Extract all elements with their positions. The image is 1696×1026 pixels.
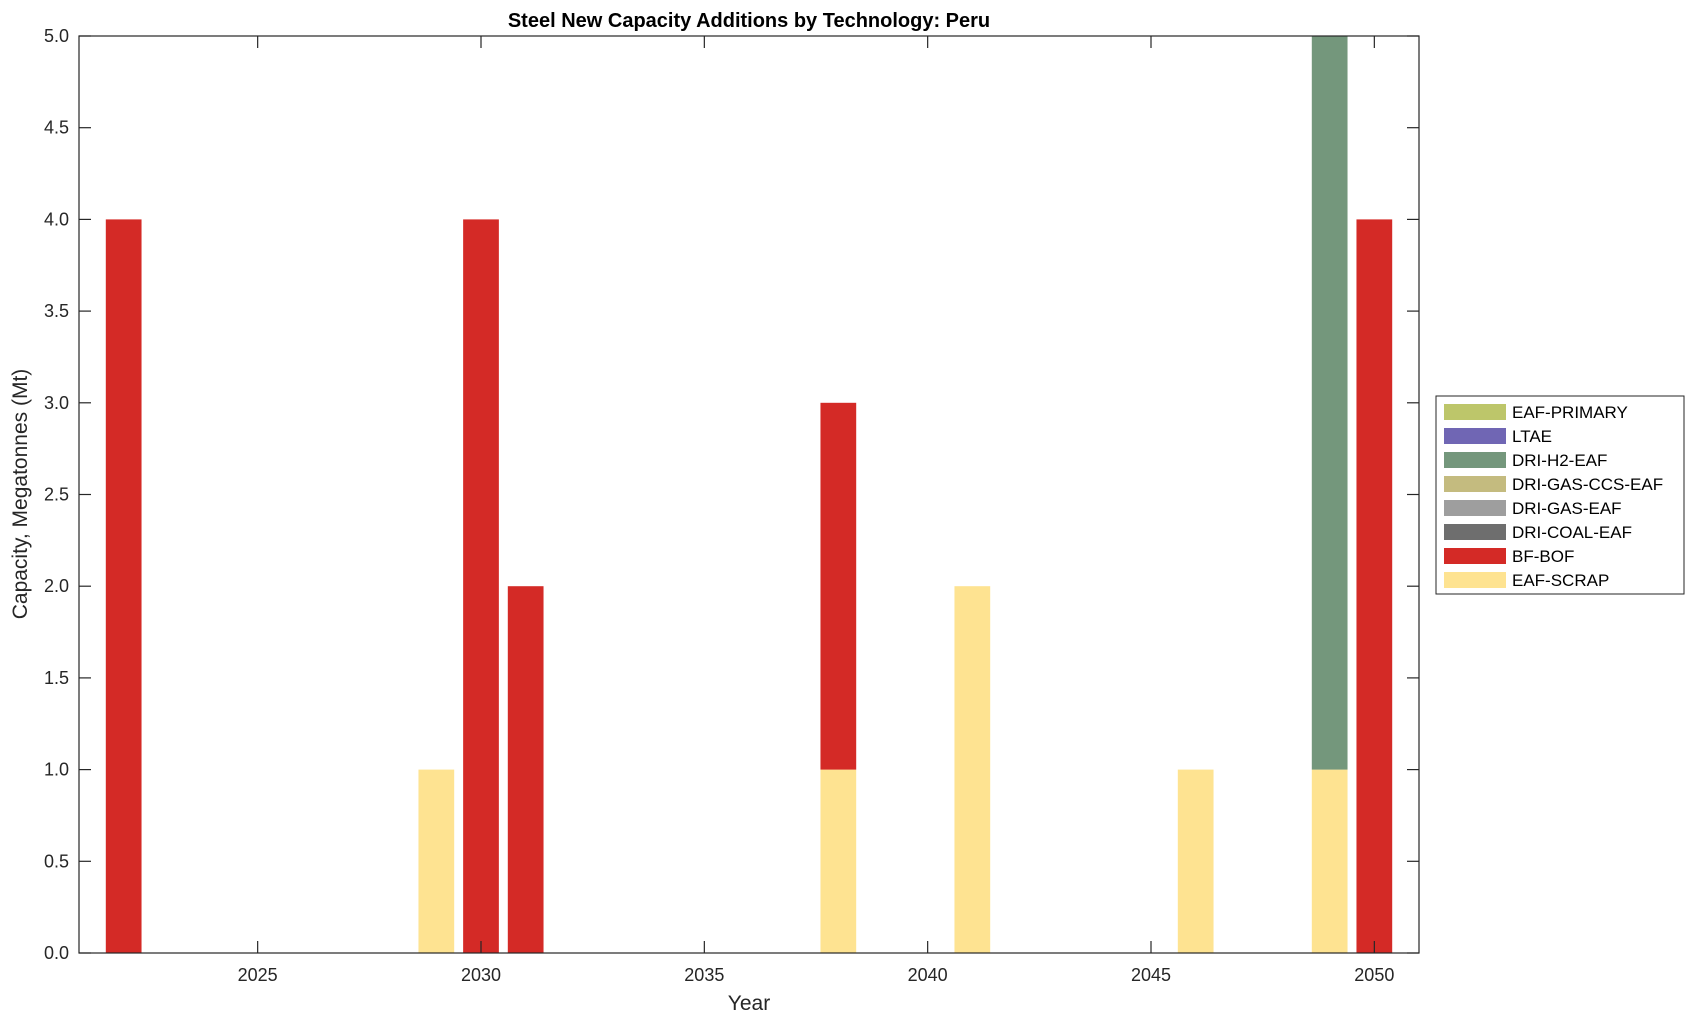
legend-label-bf-bof: BF-BOF — [1512, 547, 1574, 566]
y-tick-label: 4.0 — [44, 209, 69, 229]
y-tick-label: 1.5 — [44, 668, 69, 688]
legend-swatch-dri-h2-eaf — [1444, 452, 1506, 468]
y-tick-label: 4.5 — [44, 118, 69, 138]
bar-dri-h2-eaf-2049 — [1311, 36, 1348, 770]
x-tick-label: 2045 — [1131, 965, 1171, 985]
y-tick-label: 0.0 — [44, 943, 69, 963]
legend-label-dri-gas-eaf: DRI-GAS-EAF — [1512, 499, 1622, 518]
legend-label-ltae: LTAE — [1512, 427, 1552, 446]
bar-bf-bof-2038 — [820, 402, 857, 770]
legend-swatch-dri-gas-ccs-eaf — [1444, 476, 1506, 492]
legend-label-dri-gas-ccs-eaf: DRI-GAS-CCS-EAF — [1512, 475, 1663, 494]
x-tick-label: 2050 — [1354, 965, 1394, 985]
y-axis: 0.0 0.5 1.0 1.5 2.0 2.5 3.0 3.5 4.0 4.5 5.0 — [44, 26, 1419, 963]
bars — [105, 36, 1393, 953]
bar-eaf-scrap-2038 — [820, 769, 857, 953]
legend-label-eaf-primary: EAF-PRIMARY — [1512, 403, 1628, 422]
bar-bf-bof-2022 — [105, 219, 142, 953]
x-axis-label: Year — [728, 992, 770, 1015]
legend-label-dri-h2-eaf: DRI-H2-EAF — [1512, 451, 1607, 470]
y-tick-label: 3.0 — [44, 393, 69, 413]
legend-swatch-dri-coal-eaf — [1444, 524, 1506, 540]
bar-eaf-scrap-2049 — [1311, 769, 1348, 953]
y-tick-label: 1.0 — [44, 760, 69, 780]
chart-title: Steel New Capacity Additions by Technolo… — [508, 10, 990, 32]
x-tick-label: 2040 — [908, 965, 948, 985]
legend-label-dri-coal-eaf: DRI-COAL-EAF — [1512, 523, 1632, 542]
y-axis-label: Capacity, Megatonnes (Mt) — [9, 369, 32, 620]
plot-area-frame — [78, 35, 1420, 954]
legend-swatch-eaf-scrap — [1444, 572, 1506, 588]
y-tick-label: 5.0 — [44, 26, 69, 46]
y-tick-label: 0.5 — [44, 851, 69, 871]
legend-swatch-bf-bof — [1444, 548, 1506, 564]
legend: EAF-PRIMARY LTAE DRI-H2-EAF DRI-GAS-CCS-EAF… — [1435, 395, 1685, 595]
y-tick-label: 3.5 — [44, 301, 69, 321]
x-tick-label: 2025 — [238, 965, 278, 985]
legend-label-eaf-scrap: EAF-SCRAP — [1512, 571, 1609, 590]
legend-swatch-dri-gas-eaf — [1444, 500, 1506, 516]
x-tick-label: 2035 — [684, 965, 724, 985]
legend-swatch-eaf-primary — [1444, 404, 1506, 420]
bar-bf-bof-2030 — [463, 219, 499, 953]
bar-eaf-scrap-2041 — [954, 586, 991, 953]
y-tick-label: 2.0 — [44, 576, 69, 596]
x-tick-label: 2030 — [461, 965, 501, 985]
x-axis: 2025 2030 2035 2040 2045 2050 — [238, 36, 1394, 985]
bar-eaf-scrap-2046 — [1177, 769, 1214, 953]
bar-bf-bof-2031 — [507, 586, 544, 953]
y-tick-label: 2.5 — [44, 485, 69, 505]
legend-swatch-ltae — [1444, 428, 1506, 444]
bar-eaf-scrap-2029 — [418, 769, 455, 953]
bar-bf-bof-2050 — [1356, 219, 1393, 953]
